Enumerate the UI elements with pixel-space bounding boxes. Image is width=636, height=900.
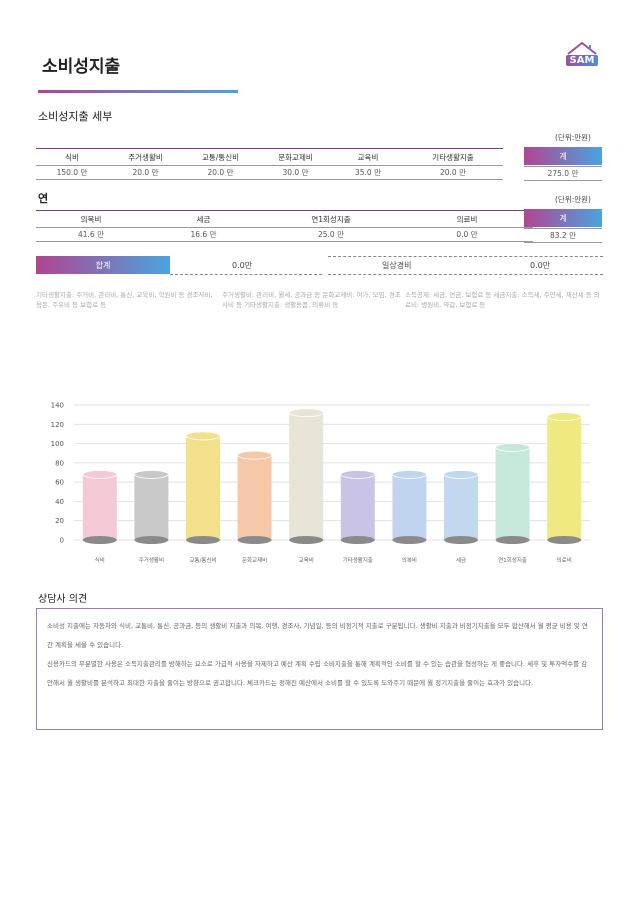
monthly-header: 식비 bbox=[36, 148, 108, 165]
x-tick-label: 의료비 bbox=[557, 556, 572, 564]
x-tick-label: 주거생활비 bbox=[139, 556, 164, 564]
y-tick-label: 140 bbox=[51, 402, 64, 410]
sum-divider bbox=[170, 274, 322, 275]
counsel-paragraph: 신용카드의 무분별한 사용은 소득지출관리를 방해하는 요소로 가급적 사용을 … bbox=[47, 660, 588, 687]
annual-value: 25.0 만 bbox=[261, 227, 401, 242]
sum-value: 0.0만 bbox=[232, 261, 253, 270]
monthly-table: 식비 150.0 만 주거생활비 20.0 만 교통/통신비 20.0 만 문화… bbox=[36, 148, 503, 180]
page-title: 소비성지출 bbox=[42, 57, 121, 77]
monthly-total-value: 275.0 만 bbox=[524, 166, 602, 181]
daily-value: 0.0만 bbox=[530, 261, 551, 270]
x-tick-label: 기타생활지출 bbox=[343, 556, 373, 564]
note-text: 기타생활지출: 주거비, 관리비, 통신, 교육비, 학원비 등 경조사비, 용… bbox=[36, 291, 213, 309]
x-tick-label: 연1회성지출 bbox=[498, 556, 527, 564]
x-tick-label: 의복비 bbox=[402, 556, 417, 564]
bar bbox=[391, 470, 427, 544]
annual-header: 의료비 bbox=[401, 210, 533, 227]
x-tick-label: 문화교제비 bbox=[242, 556, 267, 564]
daily-top-divider bbox=[328, 256, 603, 257]
annual-table: 의복비 41.6 만 세금 16.6 만 연1회성지출 25.0 만 의료비 0… bbox=[36, 210, 533, 242]
monthly-value: 30.0 만 bbox=[258, 165, 333, 180]
annual-total-value: 83.2 만 bbox=[524, 228, 602, 243]
title-underline bbox=[38, 90, 238, 93]
annual-value: 0.0 만 bbox=[401, 227, 533, 242]
annual-header: 연1회성지출 bbox=[261, 210, 401, 227]
bar bbox=[82, 470, 118, 544]
unit-label-monthly: (단위:만원) bbox=[555, 133, 591, 142]
x-tick-label: 식비 bbox=[95, 556, 105, 564]
unit-label-annual: (단위:만원) bbox=[555, 195, 591, 204]
monthly-value: 35.0 만 bbox=[333, 165, 403, 180]
daily-label: 일상경비 bbox=[382, 261, 412, 270]
note-text: 소득공제: 세금, 연금, 보험료 등 세금지출: 소득세, 주민세, 재산세 … bbox=[405, 291, 600, 309]
spending-bar-chart: 0 20 40 60 80 100 120 140 식비 주거생활비 교통/통신비 문화교제비 교육비 기… bbox=[51, 402, 590, 564]
monthly-value: 150.0 만 bbox=[36, 165, 108, 180]
monthly-value: 20.0 만 bbox=[108, 165, 183, 180]
monthly-header: 기타생활지출 bbox=[403, 148, 503, 165]
y-tick-label: 40 bbox=[55, 498, 64, 506]
counsel-title: 상담사 의견 bbox=[38, 594, 88, 605]
monthly-value: 20.0 만 bbox=[403, 165, 503, 180]
annual-label: 연 bbox=[38, 192, 49, 205]
bar bbox=[237, 450, 273, 544]
y-tick-label: 80 bbox=[55, 459, 64, 467]
note-text: 주거생활비: 관리비, 월세, 공과금 등 문화교제비: 여가, 모임, 경조사… bbox=[222, 291, 401, 309]
bar bbox=[546, 412, 582, 544]
x-tick-label: 세금 bbox=[456, 556, 466, 564]
bar bbox=[340, 470, 376, 544]
section-title: 소비성지출 세부 bbox=[38, 110, 113, 123]
x-tick-label: 교육비 bbox=[299, 556, 314, 564]
monthly-header: 주거생활비 bbox=[108, 148, 183, 165]
y-tick-label: 0 bbox=[60, 537, 64, 545]
monthly-value: 20.0 만 bbox=[183, 165, 258, 180]
y-tick-label: 100 bbox=[51, 440, 64, 448]
annual-header: 세금 bbox=[146, 210, 261, 227]
daily-bottom-divider bbox=[328, 274, 603, 275]
annual-value: 16.6 만 bbox=[146, 227, 261, 242]
bar bbox=[185, 431, 221, 544]
monthly-header: 교통/통신비 bbox=[183, 148, 258, 165]
annual-value: 41.6 만 bbox=[36, 227, 146, 242]
annual-total-label: 계 bbox=[524, 209, 602, 227]
monthly-header: 문화교제비 bbox=[258, 148, 333, 165]
y-tick-label: 60 bbox=[55, 479, 64, 487]
x-tick-label: 교통/통신비 bbox=[189, 556, 216, 564]
counsel-box: 소비성 지출에는 자동차와 식비, 교통비, 통신, 공과금, 등의 생활비 지… bbox=[36, 608, 603, 730]
bar bbox=[443, 470, 479, 544]
y-tick-label: 20 bbox=[55, 517, 64, 525]
bar bbox=[134, 470, 169, 544]
annual-header: 의복비 bbox=[36, 210, 146, 227]
monthly-header: 교육비 bbox=[333, 148, 403, 165]
sum-label: 합계 bbox=[36, 256, 170, 274]
bar bbox=[288, 408, 324, 544]
monthly-total-label: 계 bbox=[524, 147, 602, 165]
counsel-paragraph: 소비성 지출에는 자동차와 식비, 교통비, 통신, 공과금, 등의 생활비 지… bbox=[47, 622, 588, 649]
bar bbox=[495, 443, 531, 544]
house-logo-icon bbox=[565, 40, 599, 74]
logo-text: SAM bbox=[566, 55, 598, 66]
y-tick-label: 120 bbox=[51, 421, 64, 429]
